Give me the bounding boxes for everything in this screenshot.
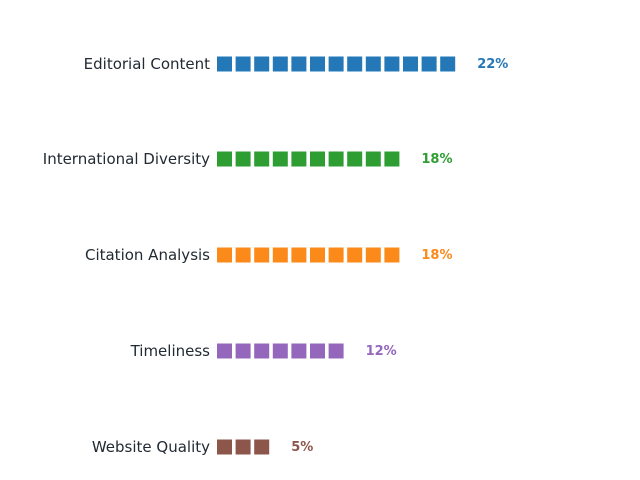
unit-square-citation-analysis-9 bbox=[365, 247, 381, 263]
row-editorial-content: Editorial Content 22% bbox=[84, 55, 509, 73]
unit-square-website-quality-2 bbox=[235, 439, 251, 455]
row-timeliness: Timeliness 12% bbox=[130, 342, 397, 360]
unit-square-timeliness-5 bbox=[291, 343, 307, 359]
row-website-quality: Website Quality 5% bbox=[92, 438, 313, 456]
unit-square-editorial-content-10 bbox=[384, 56, 400, 72]
category-label-website-quality: Website Quality bbox=[92, 438, 210, 456]
unit-square-editorial-content-9 bbox=[365, 56, 381, 72]
unit-square-citation-analysis-2 bbox=[235, 247, 251, 263]
value-label-editorial-content: 22% bbox=[477, 57, 508, 72]
unit-square-editorial-content-1 bbox=[217, 56, 232, 72]
unit-square-international-diversity-9 bbox=[365, 151, 381, 167]
value-label-website-quality: 5% bbox=[291, 440, 313, 455]
unit-square-international-diversity-4 bbox=[272, 151, 288, 167]
unit-square-timeliness-3 bbox=[254, 343, 270, 359]
unit-square-citation-analysis-8 bbox=[347, 247, 363, 263]
unit-square-website-quality-3 bbox=[254, 439, 270, 455]
value-label-international-diversity: 18% bbox=[421, 152, 452, 167]
chart-rows: Editorial Content 22% International Divers… bbox=[43, 55, 509, 456]
unit-square-timeliness-1 bbox=[217, 343, 232, 359]
unit-square-citation-analysis-4 bbox=[272, 247, 288, 263]
unit-square-timeliness-6 bbox=[310, 343, 325, 359]
unit-square-international-diversity-3 bbox=[254, 151, 270, 167]
row-international-diversity: International Diversity 18% bbox=[43, 150, 453, 168]
category-label-citation-analysis: Citation Analysis bbox=[85, 246, 210, 264]
unit-square-editorial-content-8 bbox=[347, 56, 363, 72]
row-citation-analysis: Citation Analysis 18% bbox=[85, 246, 453, 264]
unit-square-citation-analysis-7 bbox=[328, 247, 344, 263]
unit-square-website-quality-1 bbox=[217, 439, 232, 455]
category-label-international-diversity: International Diversity bbox=[43, 150, 210, 168]
unit-square-citation-analysis-1 bbox=[217, 247, 232, 263]
unit-square-citation-analysis-3 bbox=[254, 247, 270, 263]
value-label-timeliness: 12% bbox=[366, 344, 397, 359]
unit-square-editorial-content-7 bbox=[328, 56, 344, 72]
unit-square-citation-analysis-10 bbox=[384, 247, 400, 263]
unit-square-editorial-content-3 bbox=[254, 56, 270, 72]
unit-square-international-diversity-2 bbox=[235, 151, 251, 167]
unit-square-international-diversity-1 bbox=[217, 151, 232, 167]
unit-square-citation-analysis-6 bbox=[310, 247, 325, 263]
unit-square-editorial-content-12 bbox=[421, 56, 437, 72]
unit-square-editorial-content-6 bbox=[310, 56, 325, 72]
category-label-editorial-content: Editorial Content bbox=[84, 55, 210, 73]
unit-square-timeliness-2 bbox=[235, 343, 251, 359]
unit-square-editorial-content-2 bbox=[235, 56, 251, 72]
unit-square-international-diversity-5 bbox=[291, 151, 307, 167]
unit-square-international-diversity-8 bbox=[347, 151, 363, 167]
unit-square-citation-analysis-5 bbox=[291, 247, 307, 263]
unit-square-international-diversity-10 bbox=[384, 151, 400, 167]
category-label-timeliness: Timeliness bbox=[130, 342, 211, 360]
unit-square-timeliness-7 bbox=[328, 343, 344, 359]
unit-square-editorial-content-4 bbox=[272, 56, 288, 72]
unit-square-international-diversity-7 bbox=[328, 151, 344, 167]
unit-square-editorial-content-5 bbox=[291, 56, 307, 72]
unit-square-timeliness-4 bbox=[272, 343, 288, 359]
unit-square-international-diversity-6 bbox=[310, 151, 325, 167]
unit-square-editorial-content-13 bbox=[440, 56, 456, 72]
value-label-citation-analysis: 18% bbox=[421, 248, 452, 263]
unit-square-editorial-content-11 bbox=[403, 56, 418, 72]
